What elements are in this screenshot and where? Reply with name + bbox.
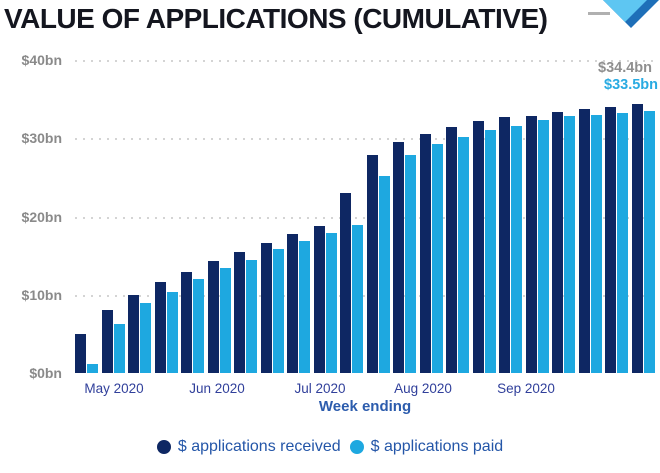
bar-group[interactable] <box>207 261 231 373</box>
bar-paid[interactable] <box>590 115 602 373</box>
bar-received[interactable] <box>260 243 272 373</box>
bar-paid[interactable] <box>140 303 152 373</box>
bar-group[interactable] <box>552 112 576 373</box>
bar-received[interactable] <box>631 104 643 373</box>
bar-paid[interactable] <box>352 225 364 373</box>
bar-received[interactable] <box>75 334 86 373</box>
bar-paid[interactable] <box>405 155 417 373</box>
bar-group[interactable] <box>75 334 98 373</box>
bar-paid[interactable] <box>484 130 496 373</box>
bar-group[interactable] <box>313 226 337 373</box>
bar-group[interactable] <box>181 272 205 373</box>
gridline <box>75 216 658 219</box>
y-axis-tick-label: $30bn <box>21 130 62 147</box>
ribbon-logo-svg <box>588 0 659 28</box>
bar-received[interactable] <box>605 107 617 373</box>
ribbon-logo-icon <box>588 0 660 50</box>
bar-group[interactable] <box>472 121 496 373</box>
bar-group[interactable] <box>260 243 284 373</box>
gridline <box>75 294 658 297</box>
bar-group[interactable] <box>499 117 523 373</box>
x-axis-month-label: Aug 2020 <box>394 381 452 396</box>
bar-paid[interactable] <box>511 126 523 373</box>
bar-paid[interactable] <box>431 144 443 373</box>
legend-marker-paid-icon <box>349 440 364 454</box>
bar-paid[interactable] <box>193 279 205 373</box>
bar-paid[interactable] <box>219 268 231 373</box>
bar-group[interactable] <box>101 310 125 373</box>
bar-paid[interactable] <box>617 113 629 373</box>
y-axis-tick-label: $20bn <box>21 208 62 225</box>
bar-received[interactable] <box>287 234 299 373</box>
bar-group[interactable] <box>446 127 470 373</box>
bar-paid[interactable] <box>299 241 311 373</box>
data-label-received: $34.4bn <box>598 60 652 76</box>
bar-received[interactable] <box>578 109 590 373</box>
bar-received[interactable] <box>234 252 246 373</box>
y-axis-tick-label: $0bn <box>29 365 62 381</box>
bar-received[interactable] <box>552 112 564 373</box>
legend-marker-received-icon <box>156 440 171 454</box>
bar-received[interactable] <box>340 193 352 373</box>
bar-received[interactable] <box>393 142 405 373</box>
bar-group[interactable] <box>287 234 311 373</box>
logo-light-diamond <box>603 0 647 22</box>
x-axis-month-label: Jun 2020 <box>189 381 245 396</box>
bar-paid[interactable] <box>87 364 98 373</box>
x-axis-month-label: Jul 2020 <box>294 381 346 396</box>
bar-received[interactable] <box>472 121 484 373</box>
bar-group[interactable] <box>340 193 364 373</box>
bar-paid[interactable] <box>458 137 470 373</box>
bar-paid[interactable] <box>537 120 549 373</box>
bar-paid[interactable] <box>272 249 284 373</box>
x-axis-month-label: Sep 2020 <box>497 381 555 396</box>
bar-paid[interactable] <box>643 111 655 373</box>
bar-received[interactable] <box>419 134 431 373</box>
bar-group[interactable] <box>578 109 602 373</box>
bar-paid[interactable] <box>378 176 390 373</box>
bar-group[interactable] <box>631 104 655 373</box>
bar-group[interactable] <box>525 116 549 373</box>
bar-received[interactable] <box>313 226 325 373</box>
plot-area <box>75 60 655 373</box>
bar-paid[interactable] <box>325 233 337 373</box>
bar-received[interactable] <box>181 272 193 373</box>
gridline <box>75 138 658 141</box>
legend-item-paid[interactable]: $ applications paid <box>349 438 504 456</box>
x-axis-month-label: May 2020 <box>84 381 144 396</box>
bar-group[interactable] <box>605 107 629 373</box>
bar-group[interactable] <box>366 155 390 373</box>
logo-dash <box>588 12 610 15</box>
bar-received[interactable] <box>525 116 537 373</box>
chart-title: VALUE OF APPLICATIONS (CUMULATIVE) <box>4 3 548 34</box>
bar-received[interactable] <box>499 117 511 373</box>
gridline <box>75 60 658 62</box>
legend-label-paid: $ applications paid <box>370 438 504 455</box>
bar-group[interactable] <box>128 295 152 373</box>
y-axis-tick-label: $40bn <box>21 52 62 68</box>
bar-received[interactable] <box>366 155 378 373</box>
bar-paid[interactable] <box>246 260 258 373</box>
bar-group[interactable] <box>234 252 258 373</box>
bar-received[interactable] <box>207 261 219 373</box>
bar-received[interactable] <box>154 282 166 373</box>
bar-received[interactable] <box>128 295 140 373</box>
bar-received[interactable] <box>101 310 113 373</box>
bar-group[interactable] <box>393 142 417 373</box>
legend-item-received[interactable]: $ applications received <box>156 438 341 456</box>
bar-group[interactable] <box>419 134 443 373</box>
bar-paid[interactable] <box>564 116 576 373</box>
y-axis-tick-label: $10bn <box>21 286 62 303</box>
data-label-paid: $33.5bn <box>604 77 658 93</box>
legend: $ applications received $ applications p… <box>0 438 660 456</box>
bar-received[interactable] <box>446 127 458 373</box>
bar-paid[interactable] <box>166 292 178 373</box>
legend-label-received: $ applications received <box>177 438 341 455</box>
x-axis-title: Week ending <box>318 398 412 415</box>
bar-paid[interactable] <box>113 324 125 373</box>
bar-group[interactable] <box>154 282 178 373</box>
